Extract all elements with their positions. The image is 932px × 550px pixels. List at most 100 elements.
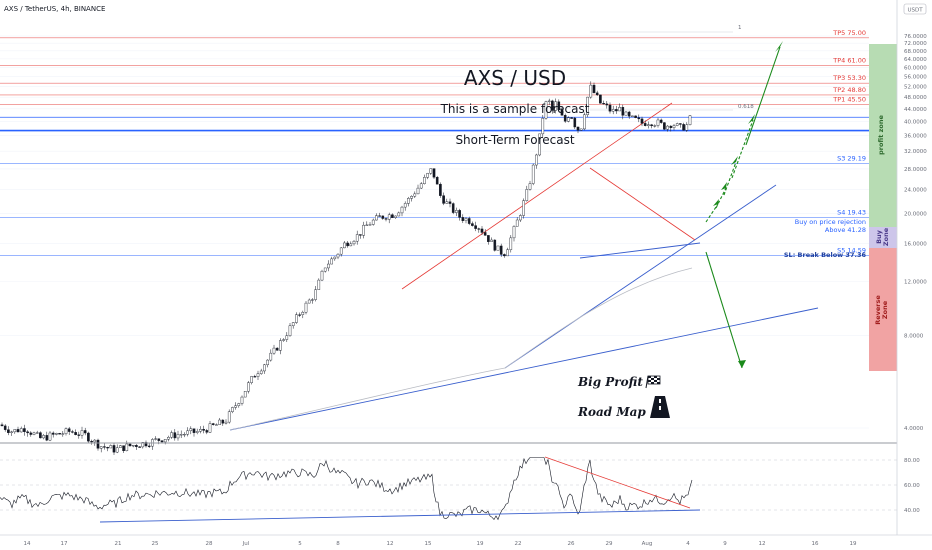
rsi-axis[interactable]: 80.00 60.00 40.00 xyxy=(904,458,920,514)
level-label-5: S3 29.19 xyxy=(837,154,866,162)
candle-body-191 xyxy=(611,109,615,112)
reverse-zone xyxy=(869,248,897,371)
candle-body-195 xyxy=(624,111,628,116)
candle-body-109 xyxy=(349,243,353,247)
currency-badge-label: USDT xyxy=(907,8,923,14)
date-tick-19: 19 xyxy=(850,541,857,547)
candle-body-148 xyxy=(474,225,477,229)
candle-body-114 xyxy=(365,224,369,226)
rsi-tick-0: 80.00 xyxy=(904,458,920,464)
price-tick-5: 56.0000 xyxy=(904,75,927,81)
candle-body-28 xyxy=(90,440,93,443)
candle-body-20 xyxy=(64,428,68,434)
candle-body-212 xyxy=(679,123,682,125)
candle-body-154 xyxy=(493,239,497,251)
candle-body-49 xyxy=(157,438,161,441)
level-label-1: TP4 61.00 xyxy=(832,56,866,64)
candle-body-91 xyxy=(291,322,295,326)
price-tick-3: 64.0000 xyxy=(904,57,927,63)
candle-body-156 xyxy=(499,245,503,255)
candle-body-97 xyxy=(311,299,314,301)
candle-body-26 xyxy=(83,430,87,434)
candle-body-70 xyxy=(224,421,228,424)
candle-body-41 xyxy=(131,445,135,447)
moving-average-line xyxy=(229,267,693,431)
pennant-lower-line xyxy=(579,242,701,259)
candle-body-215 xyxy=(688,115,692,125)
forecast-leg-4 xyxy=(731,119,754,179)
candle-body-134 xyxy=(429,168,433,174)
candle-body-8 xyxy=(26,431,29,434)
candle-body-14 xyxy=(45,435,49,441)
candle-body-0 xyxy=(0,424,4,427)
date-tick-18: 16 xyxy=(812,541,819,547)
candle-body-183 xyxy=(586,96,589,116)
candle-body-165 xyxy=(528,183,532,190)
candle-body-152 xyxy=(487,235,490,242)
candle-body-171 xyxy=(547,100,551,102)
candle-body-89 xyxy=(285,335,289,340)
candle-body-61 xyxy=(195,431,199,433)
candle-body-98 xyxy=(314,289,317,300)
date-tick-12: 26 xyxy=(568,541,575,547)
rsi-resistance-line xyxy=(544,456,691,509)
candle-body-21 xyxy=(67,428,71,432)
candle-body-95 xyxy=(304,302,308,313)
candle-body-83 xyxy=(266,359,269,366)
level-label-6: S4 19.43 xyxy=(837,209,866,217)
candle-body-57 xyxy=(183,434,186,436)
candle-body-11 xyxy=(35,432,39,434)
candle-body-158 xyxy=(506,249,509,257)
candle-body-125 xyxy=(400,206,404,214)
forecast-leg-3 xyxy=(723,161,737,196)
buy-zone-label-1: Buy xyxy=(875,229,883,244)
candle-body-56 xyxy=(179,434,183,436)
candle-body-198 xyxy=(634,115,637,118)
candle-body-162 xyxy=(519,215,522,221)
candle-body-77 xyxy=(247,382,250,392)
date-tick-14: Aug xyxy=(642,541,653,547)
candle-body-69 xyxy=(221,419,225,424)
date-tick-4: 28 xyxy=(206,541,213,547)
candle-body-15 xyxy=(48,432,52,441)
candle-body-130 xyxy=(416,187,420,195)
candle-body-144 xyxy=(461,217,465,221)
candle-body-132 xyxy=(423,177,426,184)
level-label-4: TP1 45.50 xyxy=(832,95,866,103)
price-tick-15: 16.0000 xyxy=(904,241,927,247)
candle-body-23 xyxy=(74,432,77,435)
candle-body-27 xyxy=(87,432,90,442)
candle-body-36 xyxy=(115,447,119,453)
date-axis[interactable]: 14 17 21 25 28 Jul 5 8 12 15 19 22 26 29 Aug 4 9 12 16 19 xyxy=(24,541,857,547)
candle-body-93 xyxy=(298,314,301,316)
candle-body-197 xyxy=(631,115,634,117)
candle-body-59 xyxy=(189,428,193,432)
price-tick-11: 32.0000 xyxy=(904,149,927,155)
candle-body-100 xyxy=(320,270,324,281)
candle-body-151 xyxy=(483,232,487,236)
candle-body-137 xyxy=(439,183,442,196)
date-tick-9: 15 xyxy=(425,541,432,547)
date-tick-6: 5 xyxy=(298,541,302,547)
candle-body-119 xyxy=(381,215,385,219)
candle-body-122 xyxy=(391,214,394,218)
candle-body-10 xyxy=(32,432,36,435)
candle-body-99 xyxy=(317,279,321,290)
candle-body-166 xyxy=(531,164,535,184)
candle-body-3 xyxy=(10,431,13,433)
level-label-2: TP3 53.30 xyxy=(832,74,866,82)
candle-body-142 xyxy=(455,210,458,213)
profit-zone-label: profit zone xyxy=(877,115,885,155)
forecast-leg-2 xyxy=(715,187,727,209)
rsi-line xyxy=(0,457,693,521)
currency-badge[interactable] xyxy=(903,3,927,15)
reverse-zone-label-1: Reverse xyxy=(874,295,882,325)
candle-body-208 xyxy=(666,125,669,130)
candle-body-78 xyxy=(250,376,253,383)
candle-body-25 xyxy=(80,430,84,436)
candle-body-173 xyxy=(554,101,557,111)
date-tick-2: 21 xyxy=(115,541,122,547)
candle-body-111 xyxy=(355,234,359,242)
